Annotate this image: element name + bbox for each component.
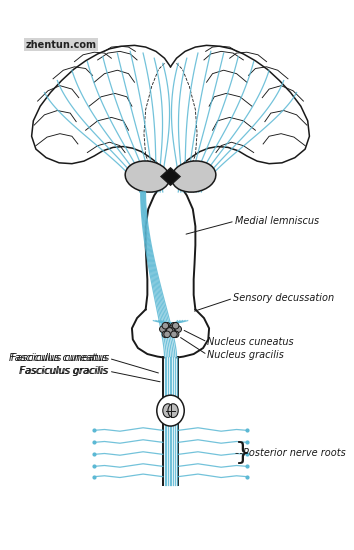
Text: Fasciculus cuneatus: Fasciculus cuneatus: [9, 353, 107, 364]
Polygon shape: [161, 168, 180, 185]
Circle shape: [171, 331, 177, 338]
Circle shape: [172, 322, 179, 329]
Text: Sensory decussation: Sensory decussation: [233, 293, 334, 303]
Circle shape: [160, 326, 166, 332]
Circle shape: [162, 322, 169, 329]
Circle shape: [164, 331, 170, 338]
Circle shape: [168, 328, 175, 334]
Circle shape: [171, 322, 177, 329]
Circle shape: [162, 331, 169, 338]
Text: Fasciculus gracilis: Fasciculus gracilis: [20, 366, 109, 376]
Circle shape: [166, 326, 173, 332]
Circle shape: [168, 326, 175, 332]
Text: Nucleus cuneatus: Nucleus cuneatus: [207, 337, 294, 347]
Ellipse shape: [125, 161, 170, 192]
Circle shape: [175, 326, 182, 332]
Text: Medial lemniscus: Medial lemniscus: [235, 216, 319, 226]
Ellipse shape: [157, 395, 184, 426]
Ellipse shape: [163, 404, 173, 417]
Circle shape: [172, 331, 179, 338]
Ellipse shape: [171, 161, 216, 192]
Text: Fasciculus gracilis: Fasciculus gracilis: [18, 366, 107, 376]
Text: zhentun.com: zhentun.com: [25, 40, 97, 50]
Text: }: }: [235, 442, 251, 465]
Circle shape: [164, 322, 170, 329]
Text: Posterior nerve roots: Posterior nerve roots: [244, 448, 346, 459]
Ellipse shape: [168, 404, 178, 417]
Text: Fasciculus cuneatus: Fasciculus cuneatus: [11, 353, 109, 364]
Circle shape: [166, 328, 173, 334]
Text: Nucleus gracilis: Nucleus gracilis: [207, 350, 284, 360]
